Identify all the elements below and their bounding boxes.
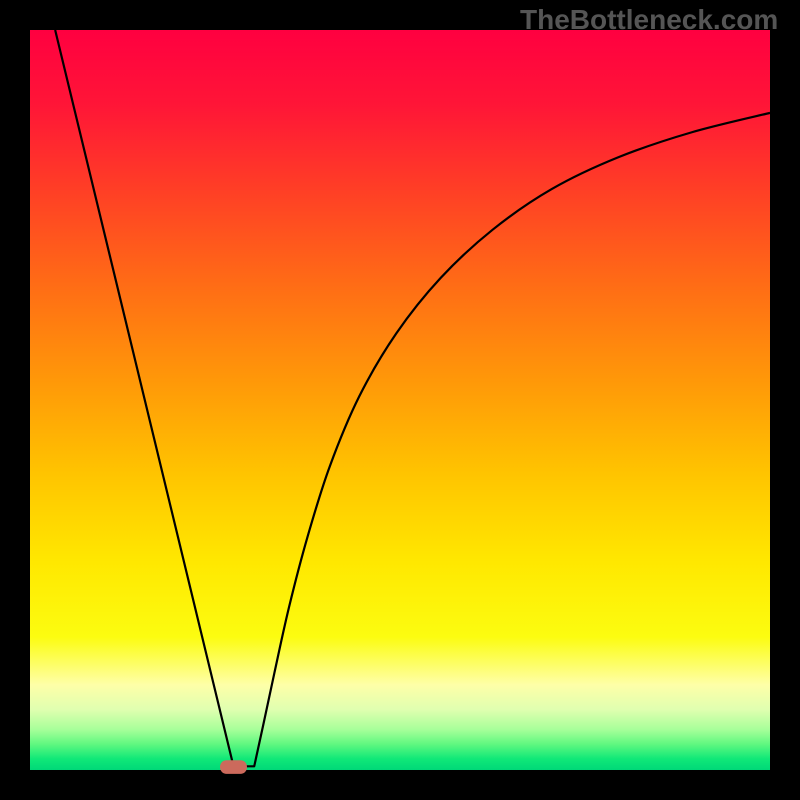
gradient-background	[30, 30, 770, 770]
optimal-point-marker	[221, 761, 247, 774]
watermark-label: TheBottleneck.com	[520, 4, 778, 36]
chart-root: TheBottleneck.com	[0, 0, 800, 800]
chart-svg	[0, 0, 800, 800]
